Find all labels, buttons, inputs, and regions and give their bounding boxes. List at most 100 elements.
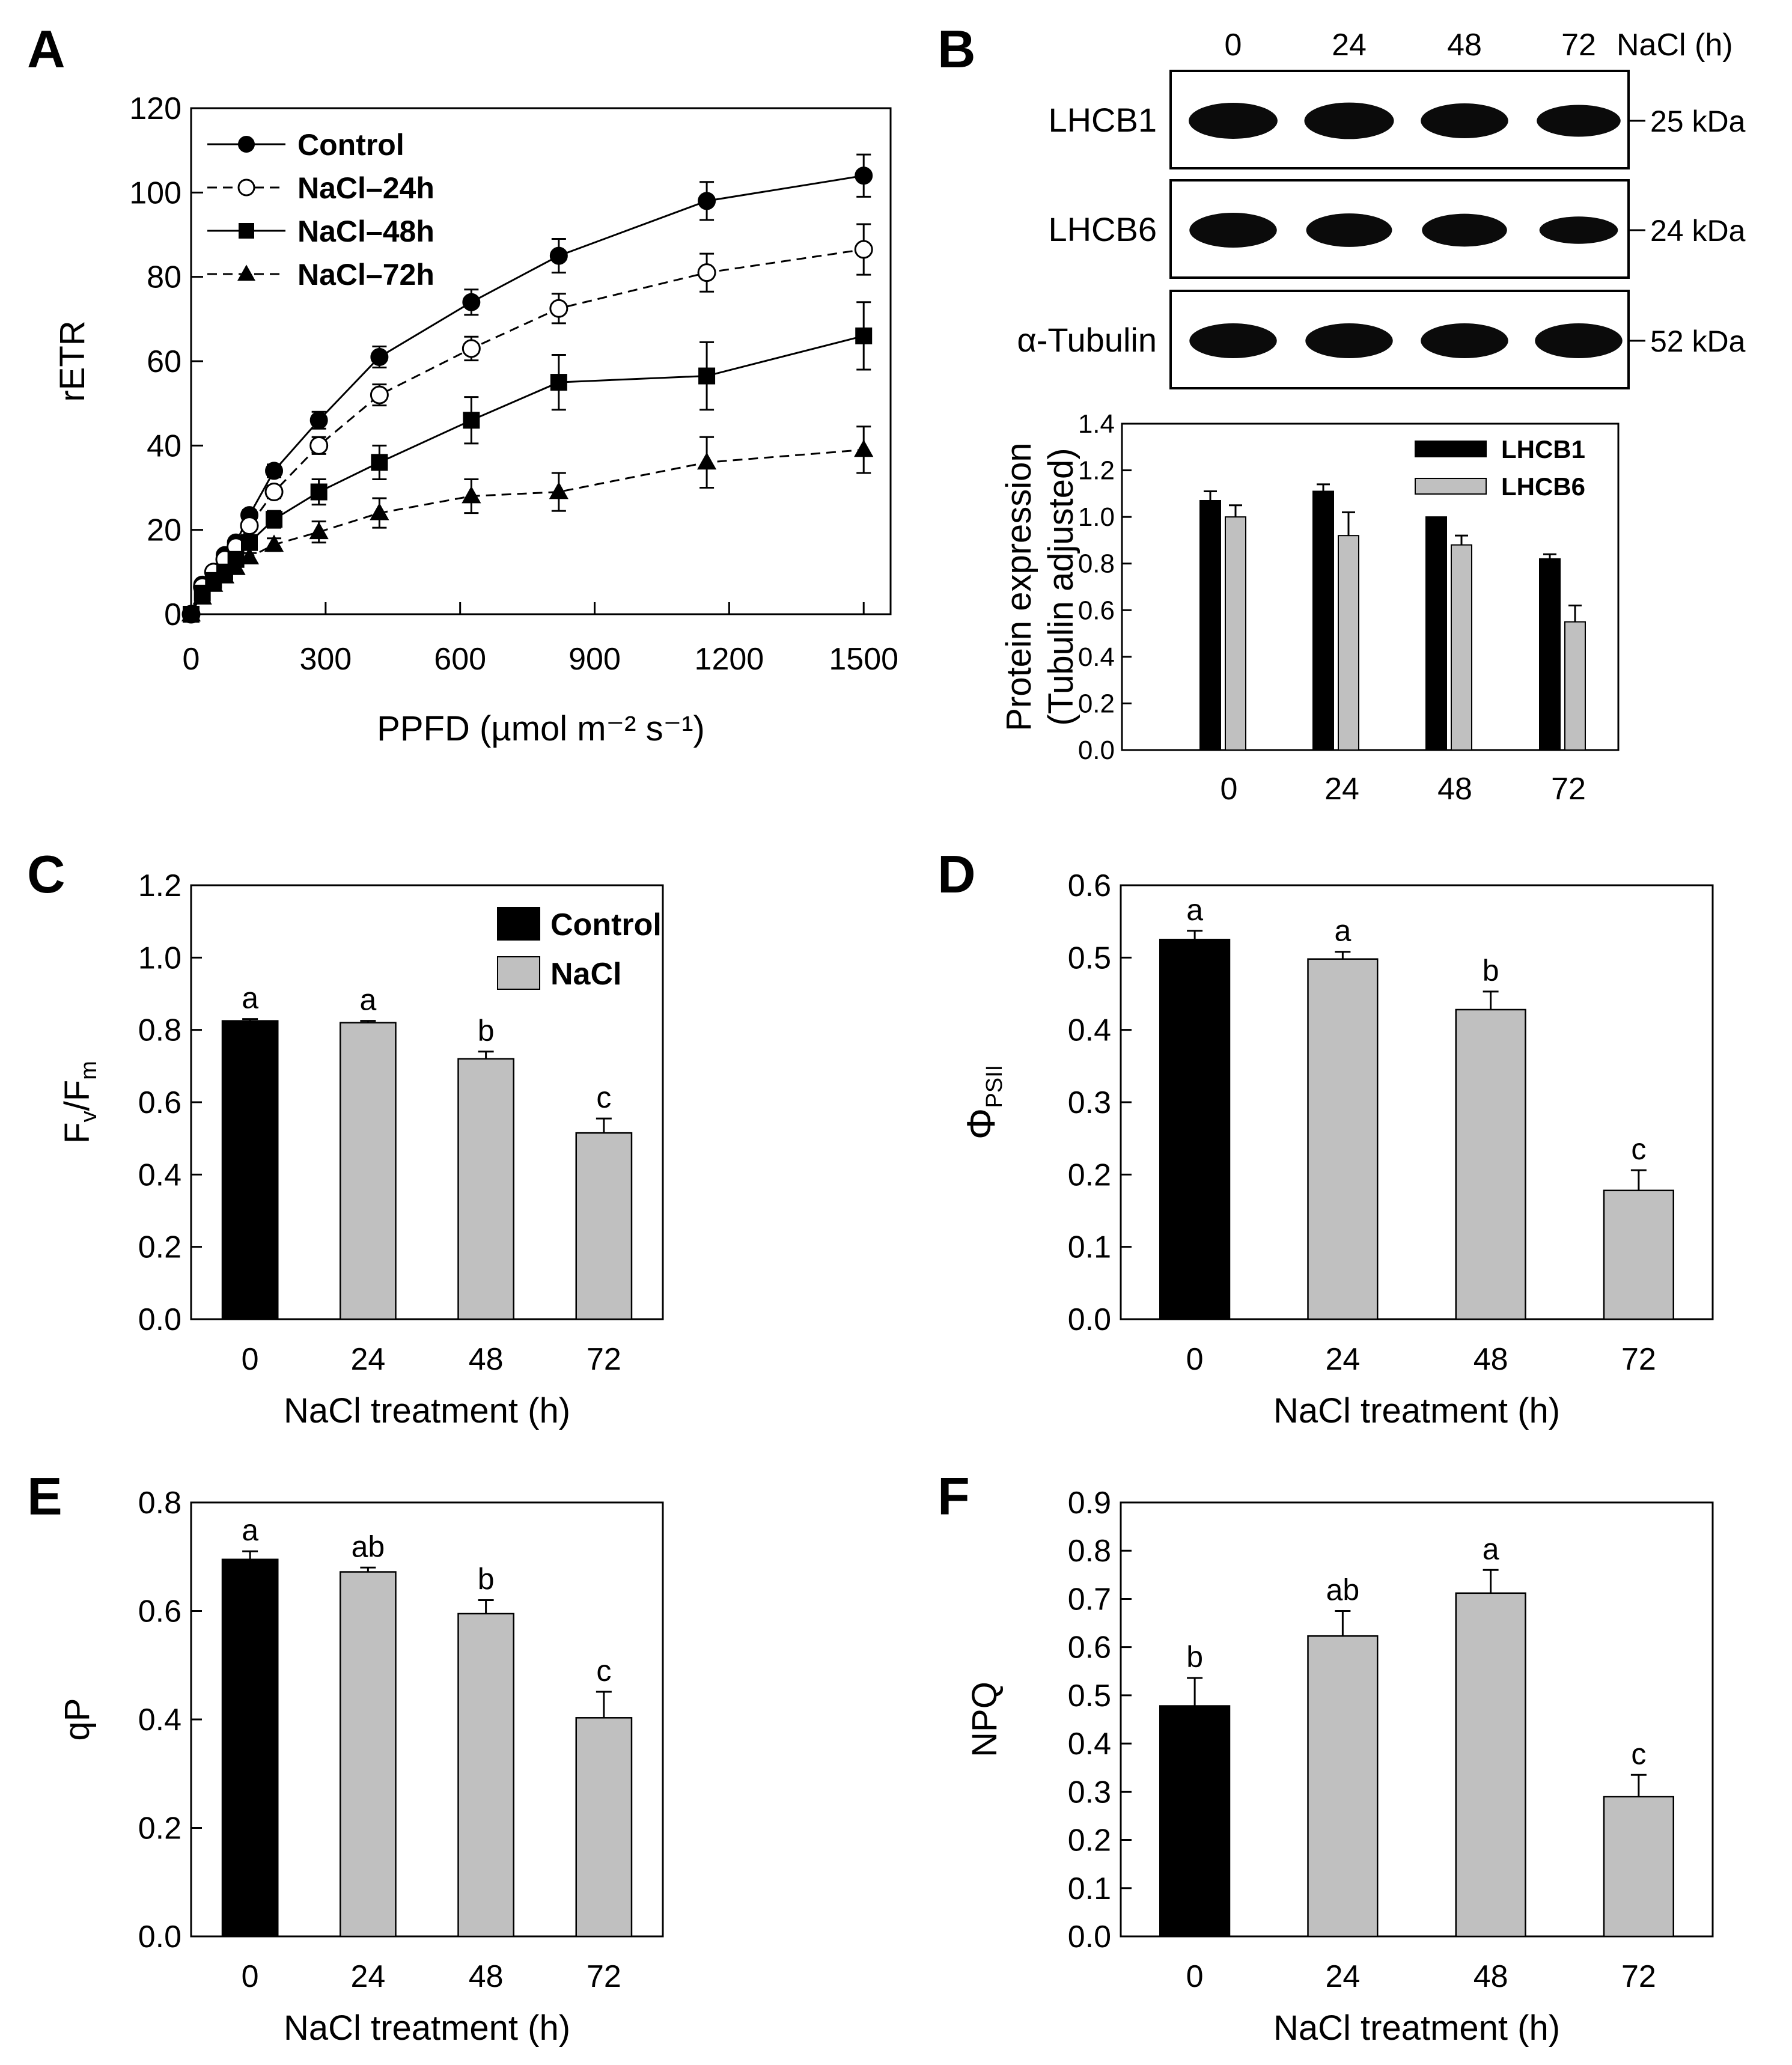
legend-label: NaCl–24h (297, 171, 434, 205)
bar (340, 1022, 397, 1320)
data-point (854, 439, 874, 457)
legend-marker (239, 223, 254, 239)
significance-letter: a (1483, 1532, 1499, 1566)
x-tick-label: 48 (1437, 772, 1472, 807)
y-tick-label: 0.9 (1068, 1486, 1111, 1521)
significance-letter: c (1631, 1132, 1646, 1166)
panel-letter-c: C (27, 844, 66, 904)
data-point (181, 604, 201, 621)
x-tick-label: 24 (350, 1959, 385, 1994)
y-axis-title: NPQ (965, 1682, 1004, 1757)
significance-letter: a (242, 1513, 258, 1547)
plot-frame (1120, 1501, 1714, 1938)
y-axis-title: rETR (53, 320, 92, 401)
data-point (550, 374, 567, 391)
panel-letter-d: D (937, 844, 976, 904)
significance-letter: a (1334, 914, 1351, 948)
y-tick-label: 0.6 (138, 1594, 181, 1629)
y-title-sub: PSII (982, 1065, 1007, 1108)
legend-swatch (497, 956, 540, 990)
y-title-part: /F (58, 1080, 97, 1111)
y-tick-label: 80 (147, 260, 181, 295)
y-tick-label: 0.4 (1068, 1727, 1111, 1762)
blot-band (1304, 102, 1394, 139)
data-point (854, 240, 873, 259)
series-NaCl–48h (183, 301, 873, 623)
significance-letter: a (359, 983, 376, 1017)
y-tick-label: 20 (147, 513, 181, 548)
bar (1307, 958, 1379, 1320)
panel-letter-f: F (937, 1466, 970, 1526)
data-point (463, 412, 480, 429)
bar (1455, 1592, 1526, 1938)
legend-label: NaCl (550, 957, 621, 992)
y-tick-label: 40 (147, 429, 181, 463)
kda-label: 25 kDa (1650, 105, 1746, 138)
y-tick-label: 0.6 (138, 1085, 181, 1120)
bar (1603, 1796, 1674, 1938)
data-point (855, 327, 873, 344)
series-line (190, 248, 864, 615)
y-tick-label: 0.6 (1078, 596, 1115, 625)
chart-d-phi-psii: 0.0 0.1 0.2 0.3 0.4 0.5 0.6 0 a 24 a 48 b 72 c NaCl tre… (958, 868, 1714, 1430)
x-tick-label: 24 (1325, 1959, 1360, 1994)
y-tick-label: 0.0 (138, 1920, 181, 1954)
y-axis-title: Fv/Fm (58, 1061, 102, 1144)
data-point (240, 516, 259, 535)
y-axis-title: qP (58, 1698, 97, 1741)
data-point (239, 547, 260, 565)
x-tick-label: 0 (1221, 772, 1238, 807)
chart-f-npq: 0.0 0.1 0.2 0.3 0.4 0.5 0.6 0.7 0.8 0.9 0 b 24 ab 48 a 7… (965, 1486, 1714, 2048)
data-point (462, 486, 481, 504)
bar (1307, 1635, 1379, 1938)
legend-marker (238, 136, 255, 153)
data-point (549, 481, 568, 499)
x-tick-label: 48 (1474, 1959, 1508, 1994)
y-title-sub: m (76, 1061, 102, 1080)
blot-band (1189, 323, 1277, 358)
panel-letter-a: A (27, 19, 66, 79)
data-point (226, 558, 246, 575)
blot-band (1421, 323, 1508, 358)
x-tick-label: 0 (242, 1959, 259, 1994)
bar (575, 1717, 633, 1938)
series-Control (182, 153, 873, 623)
blot-row-label: LHCB6 (1048, 210, 1157, 248)
y-tick-label: 0 (164, 597, 181, 632)
y-tick-label: 0.2 (1068, 1158, 1111, 1192)
x-tick-label: 72 (587, 1959, 621, 1994)
data-point (192, 587, 212, 605)
data-point (309, 411, 328, 430)
x-tick-label: 0 (242, 1342, 259, 1377)
x-axis-title: NaCl treatment (h) (1273, 1391, 1560, 1430)
y-tick-label: 0.0 (1078, 736, 1115, 765)
blot-lane-label: 48 (1447, 28, 1482, 63)
legend-swatch (1415, 478, 1487, 495)
x-tick-label: 900 (568, 642, 621, 677)
x-axis-title: NaCl treatment (h) (284, 1391, 570, 1430)
y-tick-label: 0.2 (138, 1811, 181, 1846)
y-title-part: Φ (958, 1108, 1003, 1140)
bar (1455, 1008, 1526, 1320)
y-tick-label: 0.2 (138, 1230, 181, 1265)
plot-frame (1121, 422, 1620, 751)
legend-swatch (497, 907, 540, 941)
y-tick-label: 0.0 (138, 1302, 181, 1337)
blot-band (1305, 323, 1393, 358)
legend-marker (237, 264, 255, 281)
data-point (204, 575, 224, 592)
significance-letter: c (596, 1654, 611, 1688)
y-tick-label: 100 (129, 175, 181, 210)
y-tick-label: 0.8 (138, 1486, 181, 1521)
significance-letter: c (1631, 1737, 1646, 1771)
x-tick-label: 48 (469, 1959, 504, 1994)
legend: Control NaCl (497, 907, 662, 992)
bar (340, 1571, 397, 1938)
data-point (698, 367, 716, 385)
y-axis-title-line2: (Tubulin adjusted) (1041, 448, 1080, 725)
legend-label: Control (550, 907, 662, 942)
data-point (698, 192, 716, 210)
blot-lane-label: 24 (1332, 28, 1367, 63)
y-tick-label: 0.8 (1078, 549, 1115, 579)
y-tick-label: 0.4 (1078, 642, 1115, 672)
